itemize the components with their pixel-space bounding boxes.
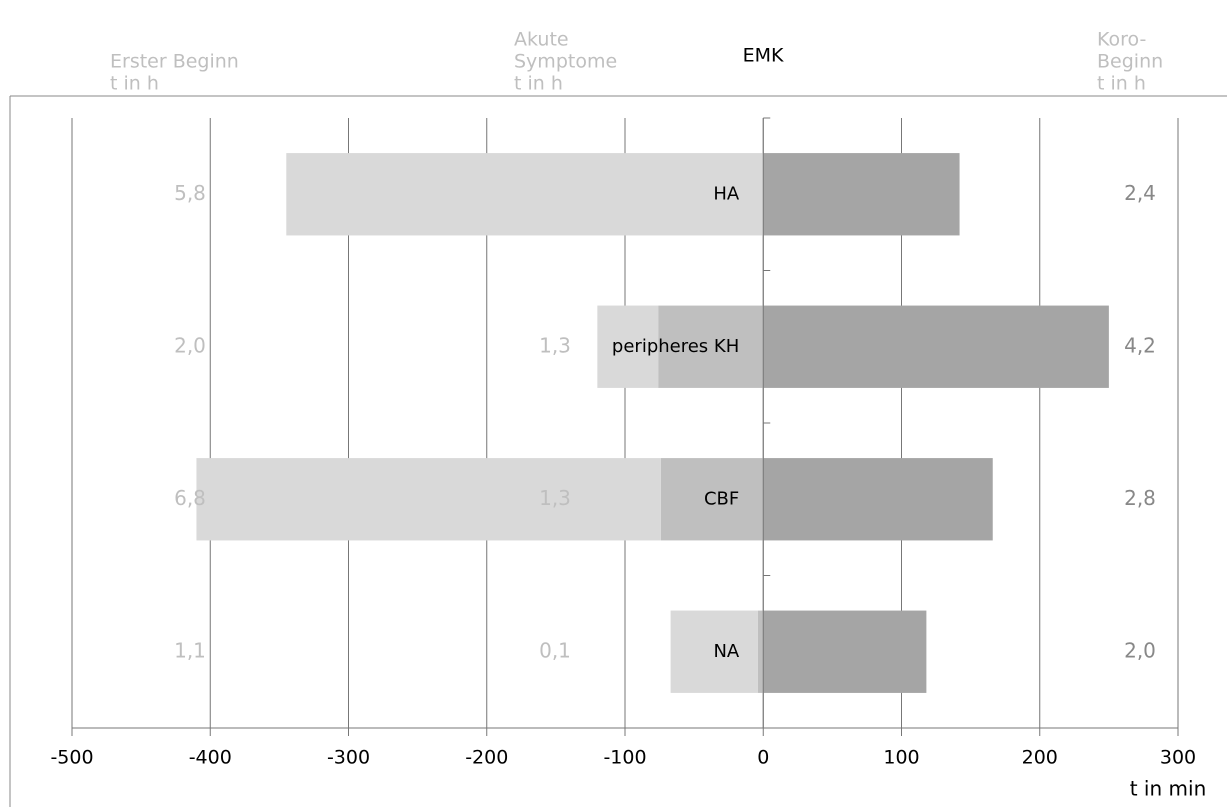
column-title: Beginn (1097, 51, 1163, 73)
row-value-label: 1,3 (539, 486, 571, 510)
x-tick-label: -300 (327, 747, 370, 769)
row-value-label: 2,0 (1124, 638, 1156, 662)
x-tick-label: -100 (603, 747, 646, 769)
row-value-label: 1,1 (174, 638, 206, 662)
column-title: EMK (743, 45, 784, 67)
column-unit: t in h (1097, 73, 1146, 95)
x-tick-label: -400 (189, 747, 232, 769)
column-title: Koro- (1097, 29, 1146, 51)
row-value-label: 1,3 (539, 333, 571, 357)
bar (196, 458, 661, 541)
row-value-label: 0,1 (539, 638, 571, 662)
x-tick-label: 300 (1160, 747, 1196, 769)
row-value-label: 6,8 (174, 486, 206, 510)
column-unit: t in h (514, 73, 563, 95)
category-label: peripheres KH (612, 336, 739, 357)
x-axis-label: t in min (1130, 777, 1207, 801)
row-value-label: 5,8 (174, 181, 206, 205)
row-value-label: 2,8 (1124, 486, 1156, 510)
bar (660, 458, 764, 541)
x-tick-label: 100 (883, 747, 919, 769)
bar (763, 153, 960, 236)
bar (763, 458, 993, 541)
bar (757, 610, 764, 693)
x-tick-label: -200 (465, 747, 508, 769)
bar (658, 305, 764, 388)
x-tick-label: -500 (50, 747, 93, 769)
x-tick-label: 200 (1022, 747, 1058, 769)
column-title: Symptome (514, 51, 617, 73)
bar (763, 610, 927, 693)
row-value-label: 2,4 (1124, 181, 1156, 205)
category-label: NA (713, 641, 739, 662)
bar (670, 610, 758, 693)
column-title: Akute (514, 29, 569, 51)
x-tick-label: 0 (757, 747, 769, 769)
bar (763, 305, 1109, 388)
bar (597, 305, 659, 388)
category-label: CBF (704, 488, 739, 509)
column-title: Erster Beginn (110, 51, 239, 73)
category-label: HA (713, 183, 740, 204)
bar (286, 153, 764, 236)
row-value-label: 2,0 (174, 333, 206, 357)
column-unit: t in h (110, 73, 159, 95)
row-value-label: 4,2 (1124, 333, 1156, 357)
